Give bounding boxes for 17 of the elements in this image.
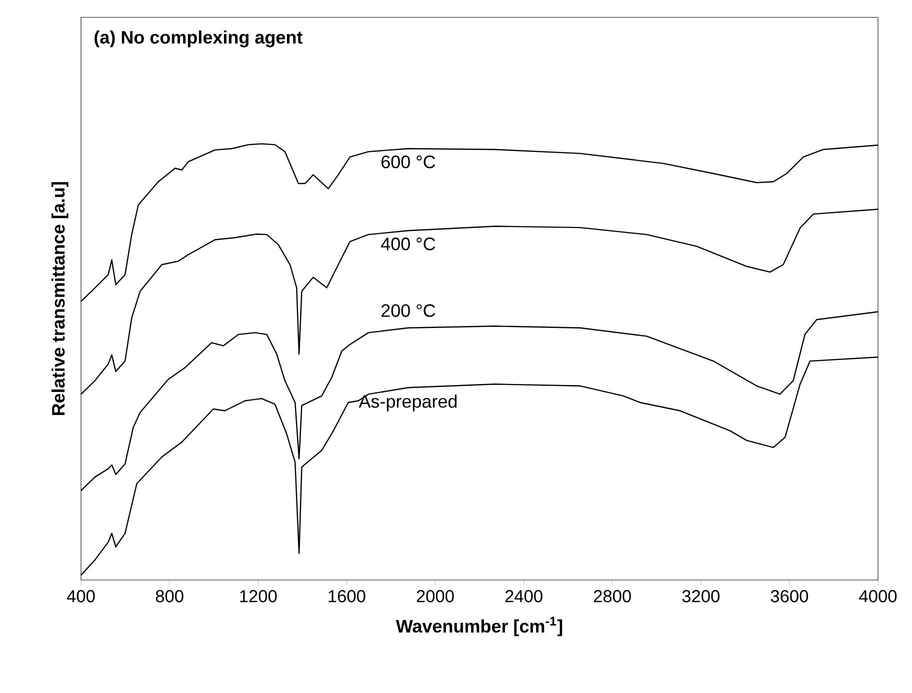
y-axis-title: Relative transmittance [a.u]	[52, 182, 68, 415]
x-axis-title: Wavenumber [cm$^{-1}$]	[396, 616, 562, 636]
x-tick-label: 800	[156, 590, 184, 602]
x-tick-label: 1600	[328, 590, 366, 602]
x-tick-label: 4000	[859, 590, 897, 602]
x-tick-label: 2400	[505, 590, 542, 602]
x-tick-label: 3200	[682, 590, 720, 602]
x-tick-label: 2800	[594, 590, 631, 602]
x-tick-label: 2000	[416, 590, 454, 602]
series-label: 600 °C	[382, 156, 436, 168]
x-tick-label: 3600	[770, 590, 808, 602]
chart-title: (a) No complexing agent	[94, 30, 302, 48]
x-tick-label: 400	[66, 590, 95, 602]
series-label: 400 °C	[381, 238, 436, 250]
series-label: 200 °C	[382, 304, 436, 317]
series-label: As-prepared	[358, 394, 457, 412]
x-tick-label: 1200	[240, 590, 277, 602]
